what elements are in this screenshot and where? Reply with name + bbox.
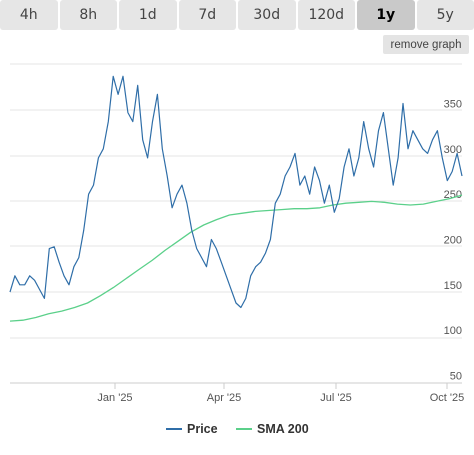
range-button-5y[interactable]: 5y [416,0,474,30]
sma200-series-line [9,194,463,322]
range-button-1y[interactable]: 1y [357,0,415,30]
range-button-8h[interactable]: 8h [59,0,117,30]
chart-grid [10,63,462,384]
y-tick-label: 350 [444,99,462,111]
chart-series [9,75,463,322]
x-tick-label: Oct '25 [430,392,465,404]
y-tick-label: 150 [444,280,462,292]
range-button-4h[interactable]: 4h [0,0,58,30]
x-tick-label: Apr '25 [207,392,242,404]
y-tick-label: 200 [444,235,462,247]
y-axis-ticks: 50 100 150 200 250 300 350 [444,99,462,383]
range-button-7d[interactable]: 7d [178,0,236,30]
range-button-30d[interactable]: 30d [238,0,296,30]
legend-label: Price [187,422,218,436]
x-axis-ticks: Jan '25 Apr '25 Jul '25 Oct '25 [97,383,464,404]
range-button-1d[interactable]: 1d [119,0,177,30]
price-series-line [9,75,463,309]
y-tick-label: 250 [444,189,462,201]
y-tick-label: 300 [444,144,462,156]
legend-item-sma200[interactable]: SMA 200 [236,422,309,436]
range-button-120d[interactable]: 120d [297,0,355,30]
y-tick-label: 50 [450,371,462,383]
x-tick-label: Jan '25 [97,392,132,404]
remove-graph-button[interactable]: remove graph [383,35,469,54]
legend-item-price[interactable]: Price [166,422,218,436]
chart-legend: Price SMA 200 [166,422,309,436]
legend-label: SMA 200 [257,422,309,436]
y-tick-label: 100 [444,325,462,337]
time-range-selector: 4h 8h 1d 7d 30d 120d 1y 5y [0,0,474,30]
x-tick-label: Jul '25 [320,392,351,404]
